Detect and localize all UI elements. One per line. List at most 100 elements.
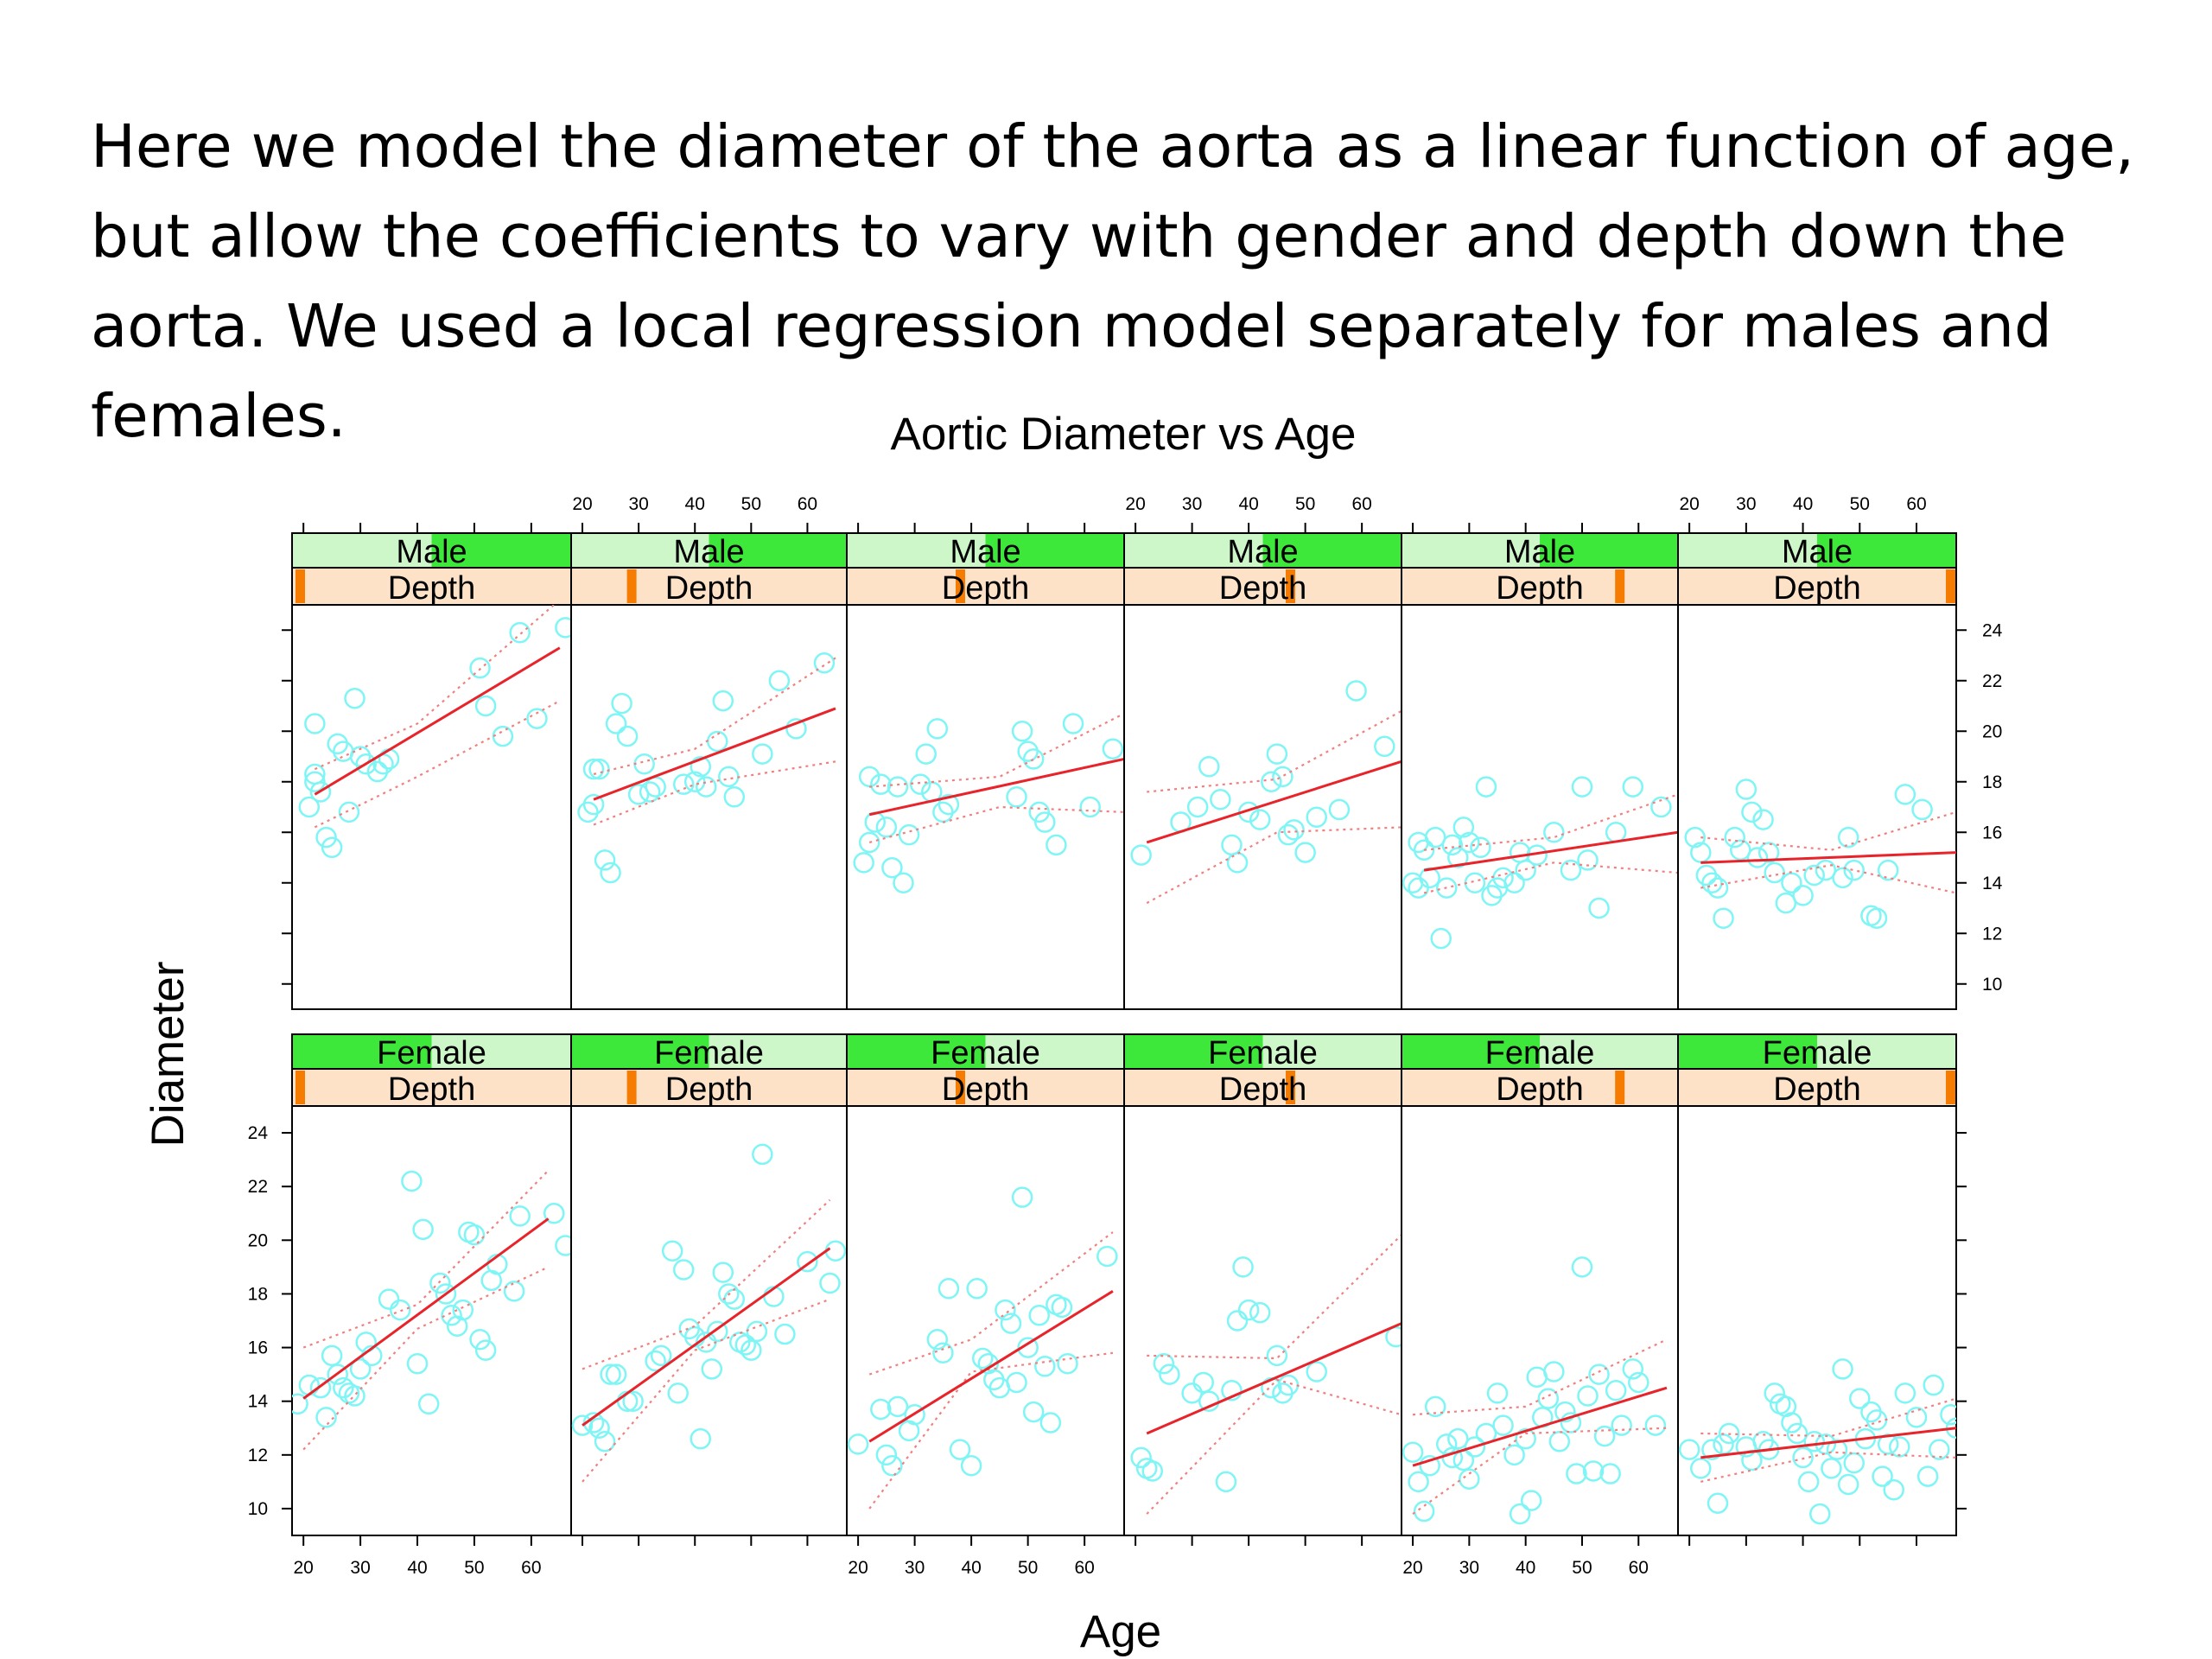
x-tick-label: 20 bbox=[294, 1558, 314, 1578]
data-point bbox=[1718, 1422, 1740, 1445]
data-point bbox=[401, 1170, 423, 1192]
data-point bbox=[1577, 849, 1599, 871]
y-tick-label: 10 bbox=[248, 1499, 268, 1519]
data-point bbox=[1543, 1361, 1565, 1382]
data-point bbox=[1181, 1382, 1203, 1404]
data-point bbox=[932, 1342, 954, 1364]
data-point bbox=[1232, 1256, 1254, 1278]
confidence-band-lower bbox=[593, 760, 836, 826]
y-tick-label: 12 bbox=[1982, 924, 2002, 944]
sex-strip-level bbox=[431, 533, 571, 568]
x-tick-label: 50 bbox=[741, 494, 761, 514]
panel-marks bbox=[1130, 680, 1402, 905]
data-point bbox=[1724, 826, 1745, 849]
data-point bbox=[707, 1320, 728, 1343]
confidence-band-lower bbox=[1423, 861, 1678, 894]
confidence-band-lower bbox=[868, 1351, 1114, 1510]
confidence-band-lower bbox=[302, 1266, 550, 1451]
depth-strip-bg bbox=[1677, 1068, 1957, 1107]
depth-strip-label: Depth bbox=[1773, 570, 1860, 607]
data-point bbox=[622, 1390, 644, 1412]
depth-strip-marker bbox=[626, 1071, 637, 1104]
data-point bbox=[389, 1299, 411, 1321]
data-point bbox=[966, 1277, 988, 1300]
data-point bbox=[1832, 867, 1853, 889]
data-point bbox=[555, 1235, 571, 1256]
data-point bbox=[463, 1224, 486, 1246]
panel-marks bbox=[847, 1186, 1118, 1510]
y-tick-label: 20 bbox=[248, 1230, 268, 1250]
data-point bbox=[1011, 1186, 1033, 1208]
data-point bbox=[526, 708, 548, 729]
data-point bbox=[1894, 1382, 1916, 1404]
data-point bbox=[712, 1262, 734, 1283]
data-point bbox=[1582, 1460, 1605, 1482]
data-point bbox=[1221, 1380, 1243, 1402]
data-point bbox=[429, 1272, 451, 1294]
data-point bbox=[1277, 823, 1300, 846]
x-tick-label: 30 bbox=[628, 494, 648, 514]
data-point bbox=[378, 1288, 400, 1310]
data-point bbox=[611, 692, 632, 715]
confidence-band-upper bbox=[1147, 1234, 1402, 1360]
sex-strip-label: Female bbox=[931, 1035, 1040, 1071]
x-tick-label: 20 bbox=[1125, 494, 1145, 514]
panel-frame bbox=[1677, 1105, 1957, 1536]
y-tick-label: 24 bbox=[1982, 620, 2003, 640]
data-point bbox=[406, 1352, 429, 1375]
depth-strip-marker bbox=[1615, 569, 1625, 603]
data-point bbox=[1566, 1463, 1587, 1484]
data-point bbox=[1826, 1439, 1848, 1460]
depth-strip-label: Depth bbox=[1219, 570, 1306, 607]
panel-frame bbox=[1123, 604, 1402, 1010]
x-tick-label: 20 bbox=[572, 494, 592, 514]
x-tick-label: 40 bbox=[1238, 494, 1258, 514]
data-point bbox=[995, 1299, 1016, 1321]
sex-strip-level bbox=[292, 1034, 432, 1069]
sex-strip-label: Female bbox=[1208, 1035, 1318, 1071]
data-point bbox=[1543, 822, 1565, 843]
depth-strip-label: Depth bbox=[388, 1071, 475, 1108]
panel-frame bbox=[846, 604, 1125, 1010]
confidence-band-lower bbox=[1700, 1451, 1956, 1483]
data-point bbox=[1730, 839, 1751, 861]
data-point bbox=[1752, 809, 1774, 830]
x-tick-label: 50 bbox=[1018, 1558, 1038, 1578]
data-point bbox=[1678, 1439, 1700, 1460]
data-point bbox=[875, 817, 898, 838]
data-point bbox=[1435, 1433, 1458, 1455]
data-point bbox=[1599, 1463, 1621, 1484]
data-point bbox=[1215, 1471, 1237, 1493]
data-point bbox=[1430, 927, 1452, 950]
confidence-band-lower bbox=[582, 1298, 830, 1483]
data-point bbox=[813, 652, 836, 674]
chart-title: Aortic Diameter vs Age bbox=[890, 409, 1356, 460]
data-point bbox=[309, 781, 332, 803]
data-point bbox=[1622, 776, 1644, 798]
data-point bbox=[327, 1363, 348, 1385]
data-point bbox=[887, 776, 909, 798]
depth-strip-marker bbox=[296, 569, 305, 603]
y-tick-label: 20 bbox=[1982, 721, 2002, 741]
depth-strip-bg bbox=[846, 1068, 1125, 1107]
data-point bbox=[1837, 1473, 1859, 1496]
data-point bbox=[355, 753, 377, 775]
data-point bbox=[509, 621, 531, 644]
data-point bbox=[412, 1218, 434, 1241]
y-tick-label: 18 bbox=[1982, 772, 2002, 792]
data-point bbox=[594, 849, 616, 871]
data-point bbox=[298, 796, 321, 818]
y-tick-label: 14 bbox=[1982, 874, 2003, 893]
depth-strip-label: Depth bbox=[665, 570, 753, 607]
data-point bbox=[1548, 1431, 1571, 1452]
data-point bbox=[1560, 859, 1582, 881]
sex-strip-label: Male bbox=[950, 534, 1020, 570]
data-point bbox=[304, 713, 326, 734]
confidence-band-lower bbox=[1146, 826, 1402, 905]
data-point bbox=[1843, 1452, 1865, 1474]
data-point bbox=[881, 1454, 903, 1477]
data-point bbox=[683, 771, 706, 792]
